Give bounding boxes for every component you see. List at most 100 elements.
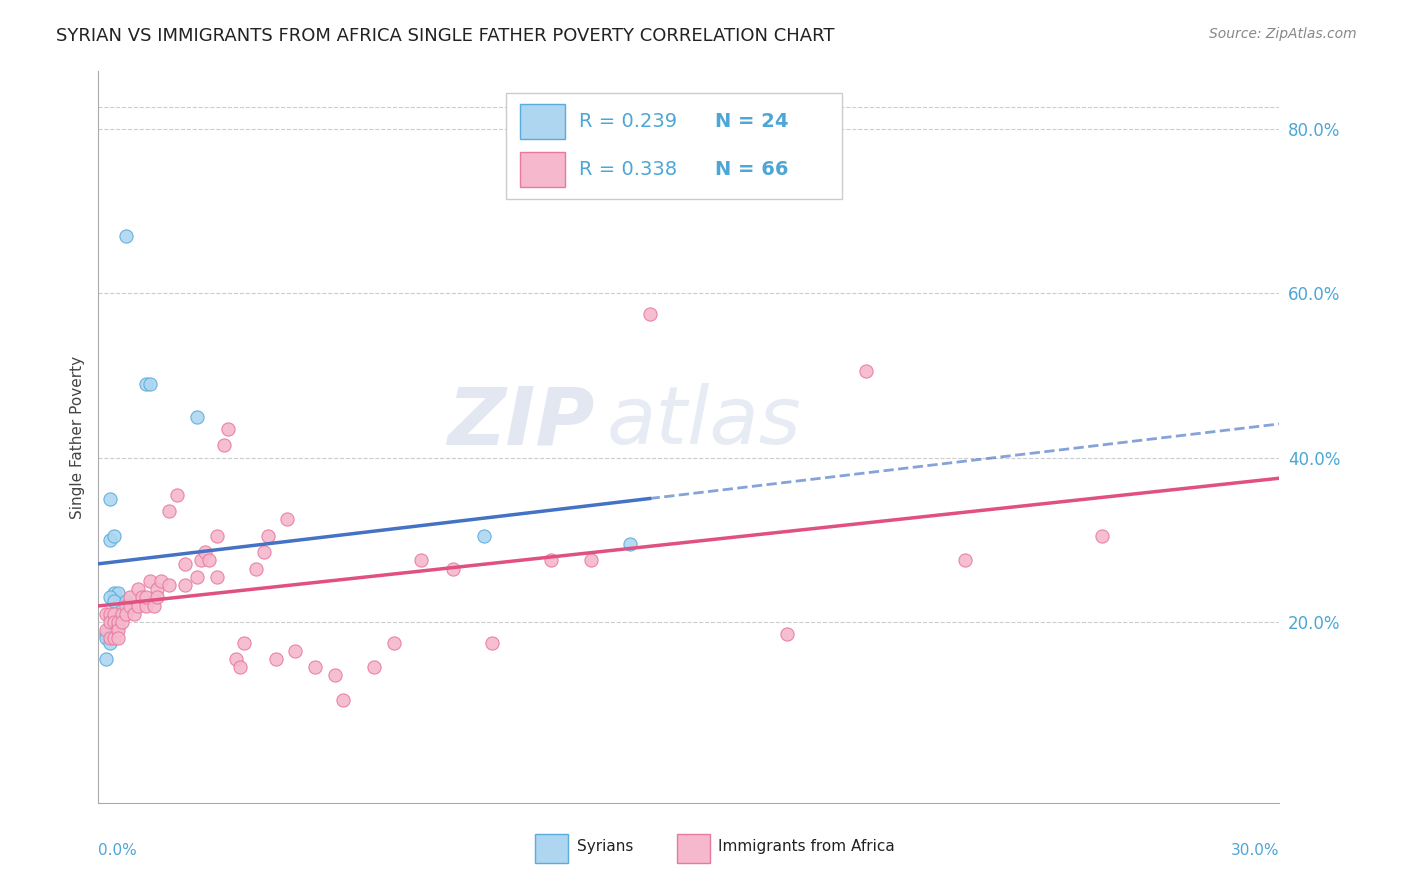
Point [411, 553, 433, 567]
Point [245, 561, 267, 575]
Bar [678, 833, 710, 863]
Point [157, 504, 180, 518]
Point [111, 615, 134, 629]
Point [98, 615, 121, 629]
Point [225, 652, 247, 666]
Point [111, 607, 134, 621]
Point [855, 364, 877, 378]
Point [579, 553, 602, 567]
Text: ZIP: ZIP [447, 384, 595, 461]
Point [363, 660, 385, 674]
Point [115, 607, 138, 621]
Point [122, 607, 145, 621]
Point [284, 644, 307, 658]
Point [142, 599, 165, 613]
Point [103, 615, 125, 629]
Text: 0.0%: 0.0% [98, 843, 138, 858]
Point [276, 512, 298, 526]
Point [540, 553, 562, 567]
Point [205, 529, 228, 543]
Point [103, 594, 125, 608]
Point [304, 660, 326, 674]
Point [205, 570, 228, 584]
Point [107, 586, 129, 600]
Point [98, 619, 121, 633]
Point [96, 632, 118, 646]
Text: 30.0%: 30.0% [1232, 843, 1279, 858]
Y-axis label: Single Father Poverty: Single Father Poverty [69, 356, 84, 518]
Point [138, 376, 160, 391]
Point [194, 545, 217, 559]
Bar [506, 94, 842, 200]
Point [229, 660, 252, 674]
Point [174, 578, 197, 592]
Point [135, 591, 157, 605]
Point [953, 553, 976, 567]
Point [96, 607, 118, 621]
Point [103, 586, 125, 600]
Point [138, 574, 160, 588]
Point [638, 307, 661, 321]
Point [96, 624, 118, 638]
Point [150, 574, 173, 588]
Text: atlas: atlas [606, 384, 801, 461]
Point [98, 632, 121, 646]
Point [115, 594, 138, 608]
Text: N = 24: N = 24 [714, 112, 789, 131]
Point [98, 635, 121, 649]
Point [776, 627, 799, 641]
Text: Immigrants from Africa: Immigrants from Africa [718, 839, 896, 855]
Point [98, 611, 121, 625]
Text: N = 66: N = 66 [714, 161, 789, 179]
Point [96, 627, 118, 641]
Point [256, 529, 278, 543]
Point [135, 599, 157, 613]
Bar [520, 153, 565, 187]
Point [186, 409, 208, 424]
Point [197, 553, 219, 567]
Point [135, 376, 157, 391]
Point [98, 533, 121, 547]
Point [1091, 529, 1114, 543]
Point [103, 529, 125, 543]
Point [115, 599, 138, 613]
Point [332, 693, 354, 707]
Text: Source: ZipAtlas.com: Source: ZipAtlas.com [1209, 27, 1357, 41]
Point [166, 487, 188, 501]
Text: R = 0.239: R = 0.239 [579, 112, 678, 131]
Point [111, 602, 134, 616]
Point [107, 619, 129, 633]
Point [118, 599, 141, 613]
Point [481, 635, 503, 649]
Point [98, 611, 121, 625]
Point [98, 627, 121, 641]
Point [441, 561, 464, 575]
Point [131, 591, 153, 605]
Point [217, 422, 239, 436]
Bar [536, 833, 568, 863]
Point [98, 491, 121, 506]
Point [214, 438, 236, 452]
Point [619, 537, 641, 551]
Point [107, 624, 129, 638]
Point [127, 599, 149, 613]
Point [157, 578, 180, 592]
Point [98, 607, 121, 621]
Point [107, 632, 129, 646]
Point [103, 607, 125, 621]
Point [96, 652, 118, 666]
Point [118, 591, 141, 605]
Point [115, 228, 138, 243]
Point [264, 652, 287, 666]
Text: R = 0.338: R = 0.338 [579, 161, 678, 179]
Point [233, 635, 256, 649]
Point [146, 591, 169, 605]
Text: SYRIAN VS IMMIGRANTS FROM AFRICA SINGLE FATHER POVERTY CORRELATION CHART: SYRIAN VS IMMIGRANTS FROM AFRICA SINGLE … [56, 27, 835, 45]
Point [186, 570, 208, 584]
Point [127, 582, 149, 596]
Point [190, 553, 212, 567]
Point [472, 529, 495, 543]
Point [174, 558, 197, 572]
Point [107, 615, 129, 629]
Point [323, 668, 346, 682]
